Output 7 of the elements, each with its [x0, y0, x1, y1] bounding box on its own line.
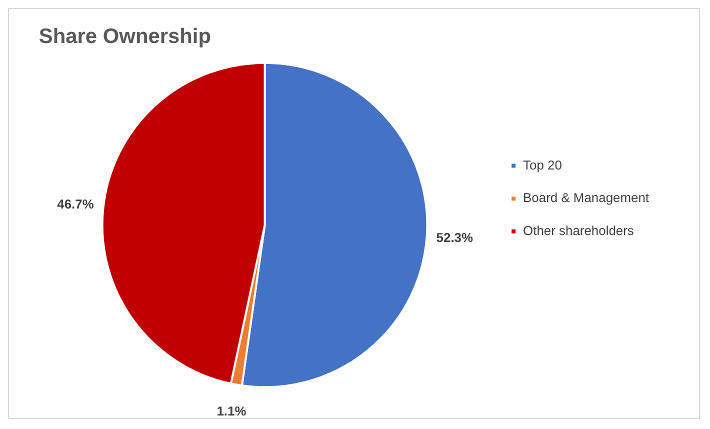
chart-title: Share Ownership	[38, 25, 212, 48]
legend-label: Board & Management	[523, 190, 650, 206]
data-label: 46.7%	[57, 196, 94, 212]
data-label: 52.3%	[436, 230, 474, 246]
legend-label: Top 20	[523, 157, 562, 172]
legend-label: Other shareholders	[523, 222, 634, 238]
data-label: 1.1%	[216, 404, 247, 419]
